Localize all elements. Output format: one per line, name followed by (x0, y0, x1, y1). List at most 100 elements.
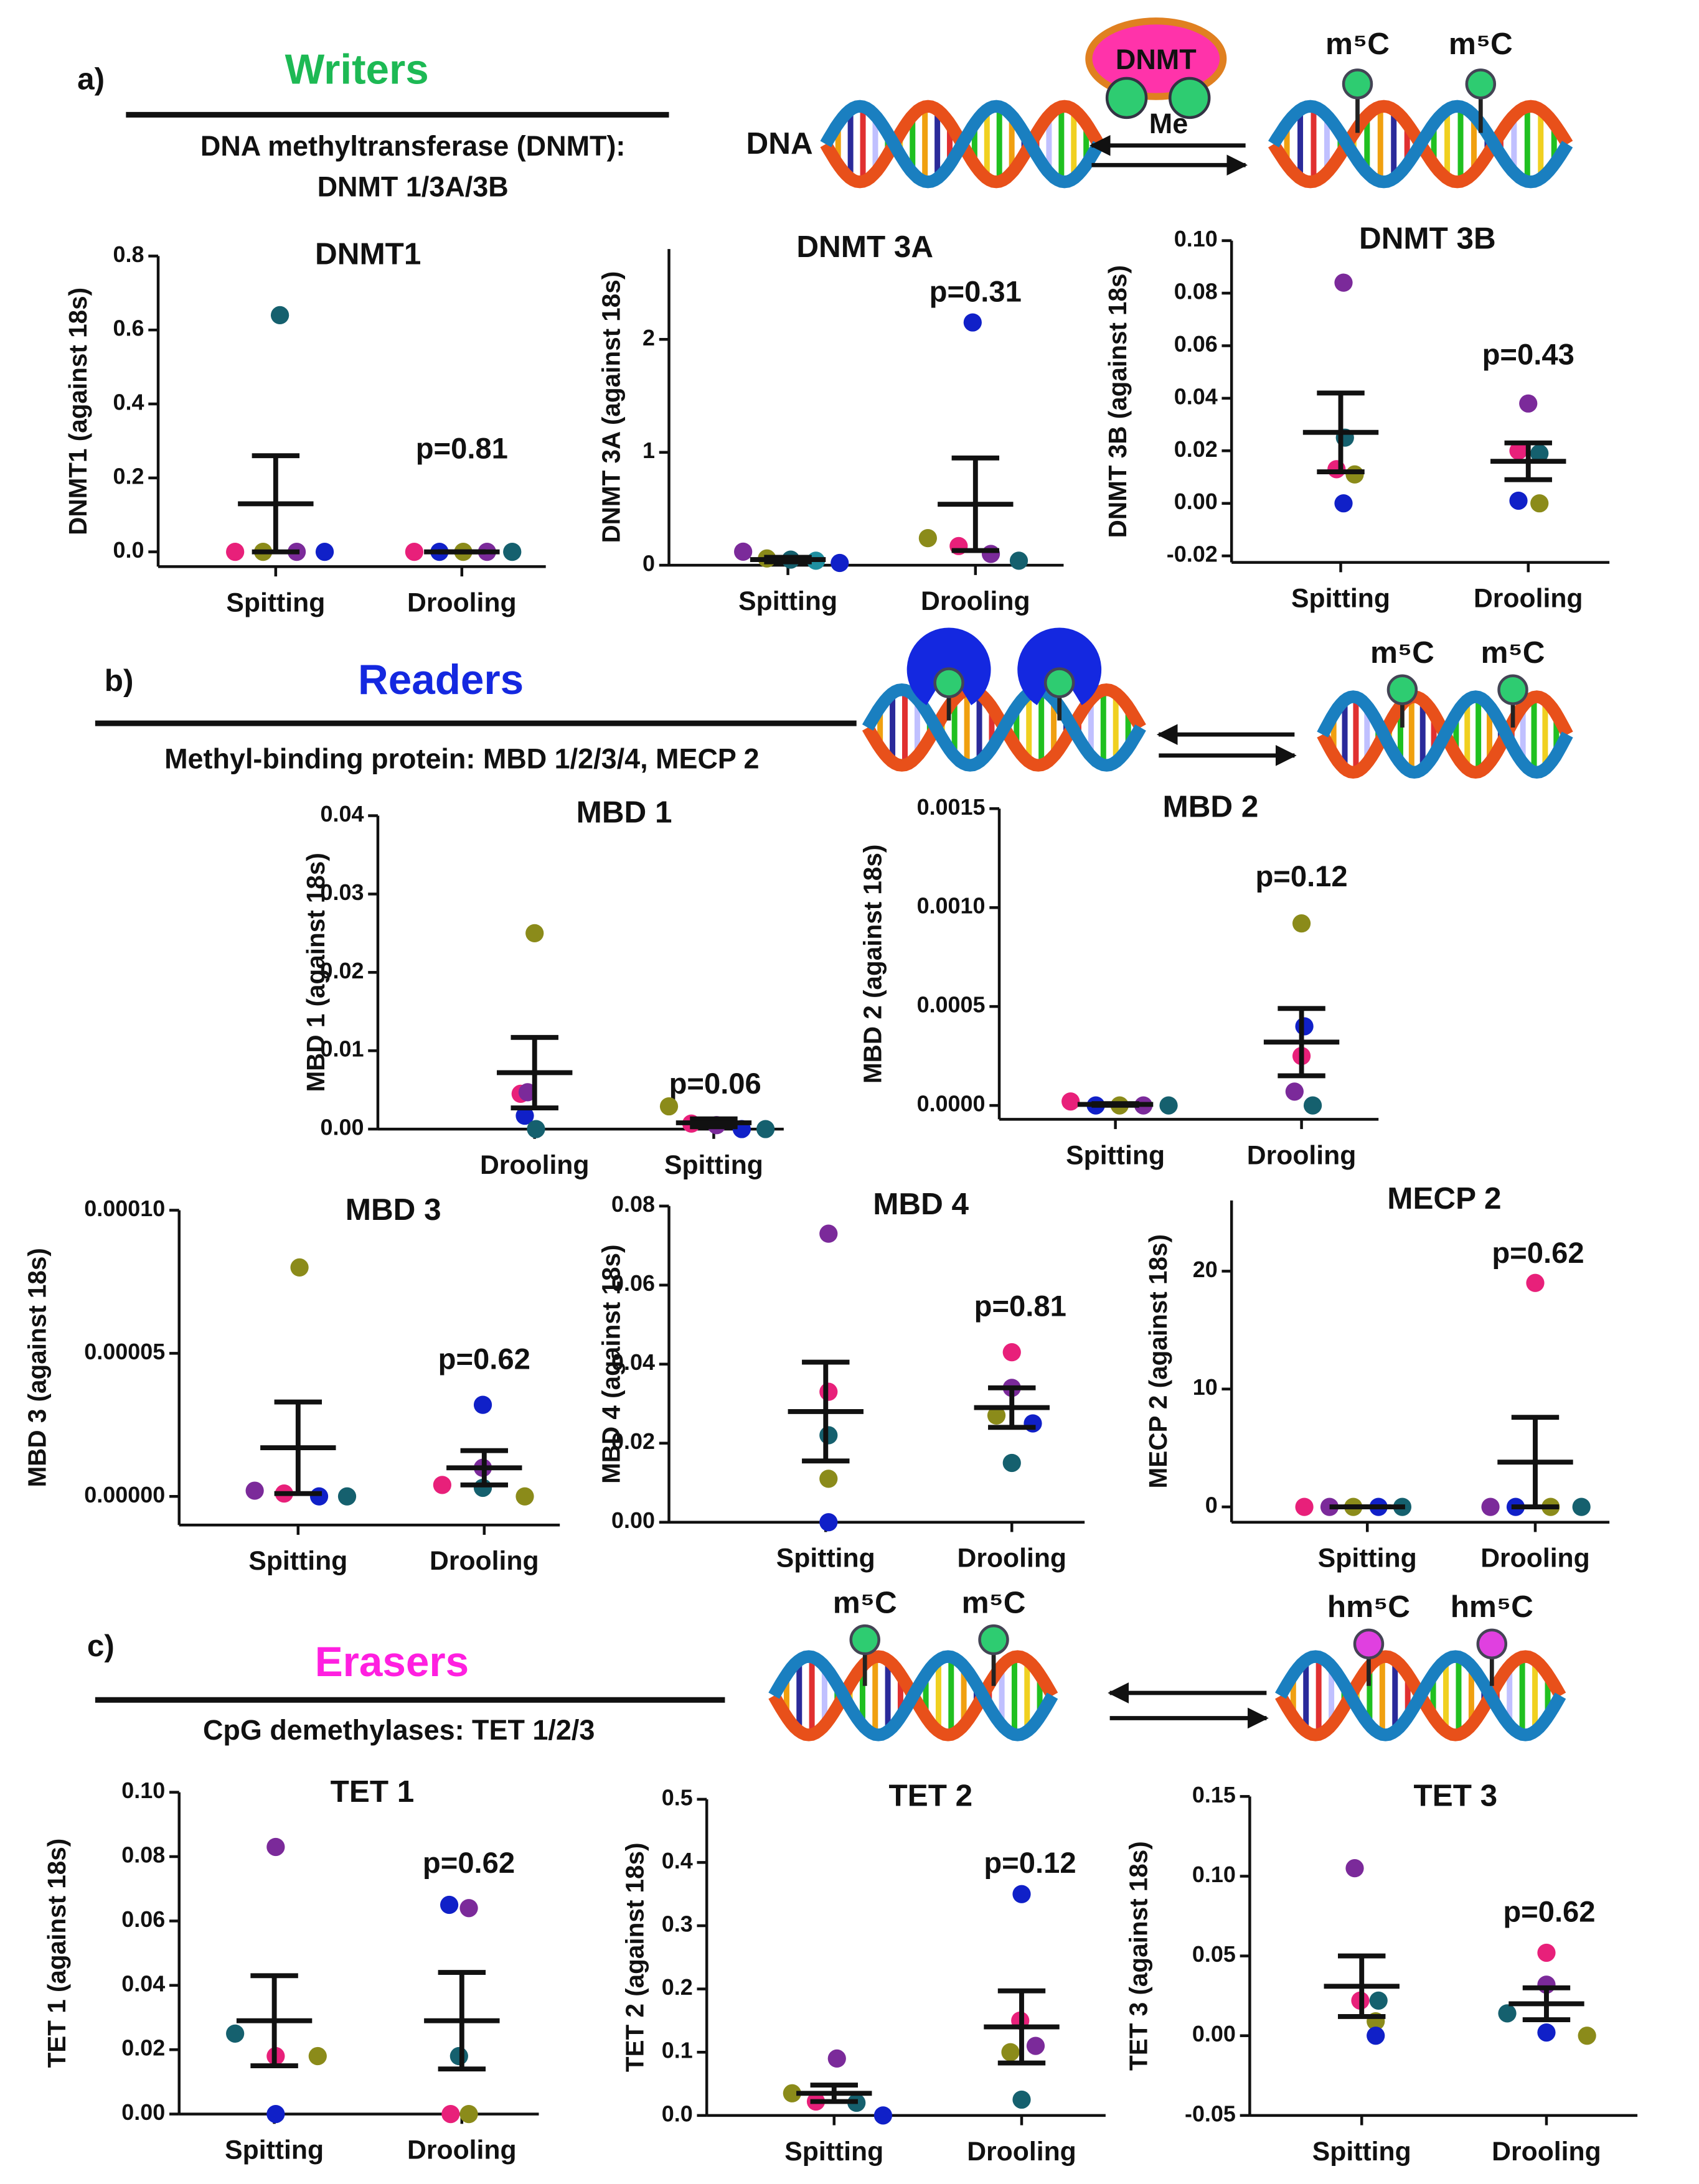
data-point (515, 1487, 534, 1506)
data-point (449, 2046, 468, 2066)
x-tick-label: Drooling (407, 2135, 517, 2165)
y-axis-label: TET 1 (against 18s) (42, 1839, 71, 2068)
y-axis-label: DNMT 3A (against 18s) (596, 271, 625, 543)
data-point (1345, 465, 1364, 484)
y-axis-label: MBD 3 (against 18s) (23, 1248, 52, 1487)
data-point (527, 1120, 545, 1138)
data-point (405, 543, 424, 561)
methyl-ball (1342, 68, 1373, 100)
chart: 0.0 0.1 0.2 0.3 0.4 0.5 TET 2 TET 2 (against 18… (621, 1779, 1106, 2167)
y-tick-label: 0.00000 (84, 1482, 165, 1507)
annotation: p=0.12 (1255, 860, 1347, 893)
chart-title: MBD 2 (1163, 789, 1259, 823)
section-text: DNA methyltransferase (DNMT): (200, 130, 626, 162)
dna-helix (820, 100, 1104, 189)
reader-protein (1017, 627, 1102, 705)
diagram-label: DNA (746, 126, 813, 161)
data-point (819, 1382, 838, 1401)
data-point (1002, 1343, 1021, 1362)
dna-helix (768, 1650, 1058, 1741)
annotation: p=0.62 (1503, 1896, 1595, 1929)
data-point (1303, 1096, 1322, 1115)
y-tick-label: 20 (1193, 1257, 1218, 1282)
y-tick-label: 0.8 (113, 241, 144, 267)
dna-strand (862, 683, 1146, 772)
y-tick-label: 0.10 (121, 1778, 165, 1803)
data-point (819, 1513, 838, 1532)
x-tick-label: Drooling (1492, 2137, 1601, 2167)
x-tick-label: Spitting (1066, 1140, 1165, 1170)
y-tick-label: 0.0010 (917, 893, 986, 919)
diagram-label: m⁵C (962, 1585, 1026, 1619)
y-tick-label: 0.02 (611, 1428, 655, 1454)
data-point (1498, 2004, 1517, 2023)
y-tick-label: 0.05 (1192, 1941, 1236, 1967)
chart-title: MBD 1 (577, 795, 672, 829)
diagram-label: m⁵C (1449, 27, 1513, 61)
x-tick-label: Spitting (226, 588, 325, 617)
y-tick-label: 10 (1193, 1374, 1218, 1400)
data-point (1292, 914, 1311, 933)
x-tick-label: Drooling (1480, 1544, 1590, 1573)
data-point (1002, 1453, 1021, 1473)
chart-title: TET 2 (889, 1779, 973, 1813)
x-tick-label: Spitting (225, 2135, 324, 2165)
x-tick-label: Drooling (967, 2137, 1076, 2167)
data-point (756, 1120, 775, 1138)
data-point (441, 2104, 460, 2124)
section-label: a) (77, 62, 105, 96)
y-tick-label: 0.00 (1192, 2021, 1236, 2046)
y-tick-label: 0.06 (611, 1270, 655, 1296)
y-tick-label: 0.4 (113, 390, 144, 415)
y-tick-label: -0.02 (1167, 541, 1218, 567)
chart: 0 1 2 DNMT 3A DNMT 3A (against 18s) p=0.31 Spi… (596, 230, 1064, 616)
y-axis-label: TET 2 (against 18s) (621, 1842, 649, 2072)
dna-helix (1317, 690, 1573, 779)
methyl-ball (933, 667, 964, 698)
methyl-ball (1169, 77, 1211, 120)
annotation: p=0.62 (1492, 1237, 1584, 1270)
y-tick-label: 0.4 (662, 1848, 693, 1873)
dna-strand (820, 100, 1104, 189)
methyl-ball (1105, 77, 1148, 120)
y-tick-label: 0.10 (1174, 226, 1218, 251)
annotation: p=0.62 (423, 1847, 515, 1880)
data-point (266, 2104, 285, 2124)
section-title: Writers (285, 47, 429, 93)
diagram-label: m⁵C (833, 1585, 897, 1619)
y-tick-label: 0.01 (320, 1036, 364, 1062)
y-tick-label: 0.08 (611, 1191, 655, 1217)
data-point (226, 543, 245, 561)
data-point (1481, 1497, 1500, 1516)
data-point (1572, 1497, 1591, 1516)
data-point (1009, 551, 1028, 570)
data-point (1530, 494, 1549, 513)
y-tick-label: 0.02 (1174, 436, 1218, 462)
y-tick-label: 0 (642, 551, 655, 576)
annotation: p=0.31 (930, 276, 1022, 309)
diagram-label: m⁵C (1325, 27, 1390, 61)
data-point (525, 924, 544, 942)
y-axis-label: DNMT 3B (against 18s) (1103, 265, 1132, 538)
y-axis-label: MBD 2 (against 18s) (859, 845, 887, 1084)
x-tick-label: Spitting (1312, 2137, 1411, 2167)
y-tick-label: 0.10 (1192, 1862, 1236, 1887)
y-tick-label: 0.06 (1174, 331, 1218, 357)
data-point (226, 2024, 245, 2043)
data-point (918, 529, 937, 548)
y-tick-label: 0.0005 (917, 992, 986, 1018)
data-point (819, 1224, 838, 1243)
x-tick-label: Drooling (1247, 1140, 1357, 1170)
data-point (1001, 2043, 1020, 2061)
data-point (266, 1837, 285, 1857)
section-title: Erasers (315, 1639, 469, 1685)
x-tick-label: Spitting (776, 1544, 875, 1573)
data-point (1519, 394, 1538, 413)
data-point (827, 2049, 846, 2068)
data-point (245, 1481, 264, 1500)
data-point (1578, 2027, 1596, 2045)
methyl-ball (1353, 1628, 1385, 1660)
y-tick-label: 0.00 (611, 1507, 655, 1533)
y-tick-label: 0.04 (320, 801, 364, 827)
chart-title: MECP 2 (1387, 1181, 1501, 1216)
